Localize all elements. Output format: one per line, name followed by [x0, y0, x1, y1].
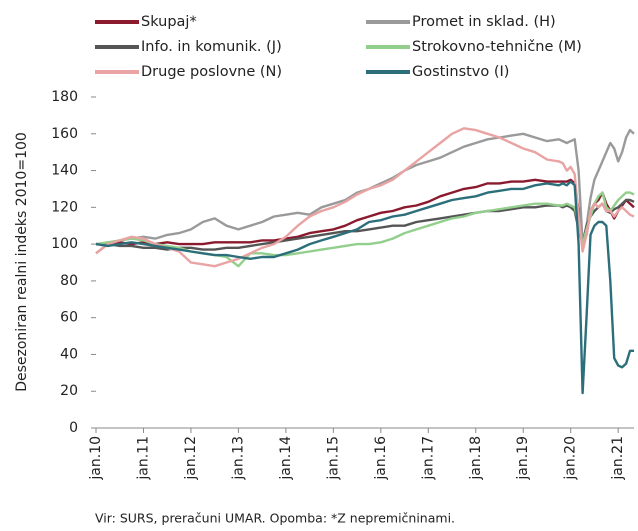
- x-tick-label: jan.12: [183, 436, 199, 481]
- y-tick-label: 80: [60, 273, 78, 289]
- y-tick-label: 20: [60, 383, 78, 399]
- y-tick-label: 100: [51, 236, 78, 252]
- x-tick-label: jan.14: [278, 436, 294, 481]
- y-tick-label: 0: [69, 420, 78, 436]
- legend-label: Strokovno-tehnične (M): [412, 39, 582, 55]
- x-tick-label: jan.16: [373, 436, 389, 481]
- y-tick-label: 40: [60, 346, 78, 362]
- series-line: [95, 127, 635, 268]
- x-tick-label: jan.21: [610, 436, 626, 481]
- x-tick-label: jan.11: [135, 436, 151, 481]
- x-tick-label: jan.10: [88, 436, 104, 481]
- source-note: Vir: SURS, preračuni UMAR. Opomba: *Z ne…: [95, 511, 455, 526]
- legend-label: Skupaj*: [141, 14, 197, 30]
- x-tick-label: jan.15: [325, 436, 341, 481]
- y-tick-label: 160: [51, 126, 78, 142]
- x-tick-label: jan.13: [230, 436, 246, 481]
- y-tick-label: 140: [51, 163, 78, 179]
- series-line: [95, 128, 635, 255]
- y-axis-label: Desezoniran realni indeks 2010=100: [14, 132, 30, 392]
- y-tick-label: 60: [60, 310, 78, 326]
- legend-label: Info. in komunik. (J): [141, 39, 282, 55]
- legend-label: Gostinstvo (I): [412, 64, 509, 80]
- x-tick-label: jan.18: [468, 436, 484, 481]
- x-tick-label: jan.20: [563, 436, 579, 481]
- y-tick-label: 120: [51, 199, 78, 215]
- series-line: [95, 180, 634, 395]
- y-tick-label: 180: [51, 89, 78, 105]
- series-line: [96, 198, 635, 251]
- legend-label: Promet in sklad. (H): [412, 14, 556, 30]
- x-tick-label: jan.17: [420, 436, 436, 481]
- legend-label: Druge poslovne (N): [141, 64, 282, 80]
- x-tick-label: jan.19: [515, 436, 531, 481]
